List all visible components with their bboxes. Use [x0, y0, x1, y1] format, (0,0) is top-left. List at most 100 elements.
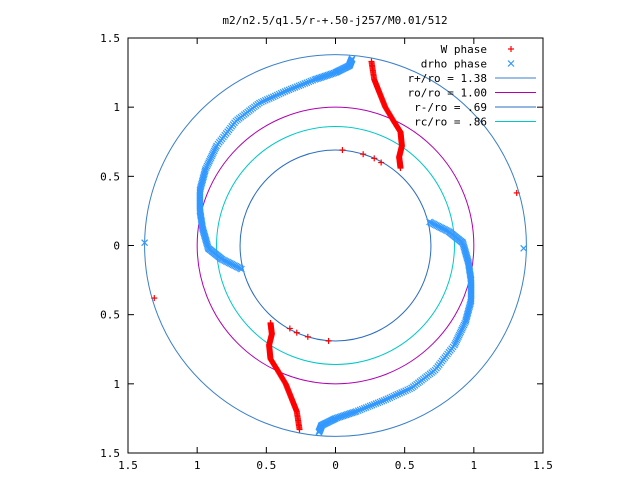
cross-b — [202, 165, 209, 173]
cross-b — [203, 239, 211, 247]
cross-b — [384, 395, 392, 403]
data-point — [388, 393, 396, 401]
data-point — [202, 165, 209, 173]
cross-b — [394, 390, 402, 398]
circle-series-3 — [196, 106, 475, 385]
data-point — [211, 145, 219, 153]
data-point — [339, 147, 346, 154]
data-point — [384, 395, 392, 403]
cross-b — [458, 324, 466, 332]
cross-b — [210, 147, 218, 155]
cross-b — [456, 329, 464, 337]
cross-b — [305, 78, 313, 86]
data-point — [382, 396, 390, 403]
data-point — [459, 323, 467, 331]
cross-b — [366, 402, 374, 410]
data-point — [267, 94, 275, 102]
cross-b — [204, 242, 211, 249]
cross-b — [460, 243, 468, 251]
data-point — [315, 428, 323, 436]
data-point — [402, 387, 410, 395]
dense-segment — [266, 319, 303, 433]
data-point — [202, 164, 210, 172]
cross-b — [454, 333, 462, 341]
cross-b — [404, 386, 412, 394]
cross-b — [141, 239, 149, 247]
cross-b — [392, 391, 400, 399]
data-point — [287, 85, 295, 93]
cross-b — [462, 318, 469, 326]
cross-b — [459, 239, 467, 247]
cross-b — [204, 160, 212, 168]
cross-b — [390, 392, 398, 400]
data-point — [291, 83, 299, 91]
data-point — [295, 82, 303, 90]
cross-b — [209, 149, 217, 157]
y-tick-label: 1.5 — [100, 32, 120, 45]
data-point — [404, 386, 412, 394]
cross-b — [461, 247, 469, 255]
data-point — [397, 165, 404, 172]
cross-b — [200, 229, 208, 237]
cross-b — [460, 242, 467, 249]
data-point — [366, 402, 374, 410]
cross-b — [408, 384, 416, 392]
cross-b — [406, 385, 414, 393]
data-point — [372, 400, 380, 408]
data-point — [460, 321, 468, 329]
cross-b — [378, 397, 386, 405]
cross-b — [360, 404, 368, 412]
data-point — [461, 319, 469, 327]
legend-marker — [507, 60, 515, 67]
data-point — [297, 81, 305, 89]
cross-b — [285, 86, 293, 94]
legend-label: r+/ro = 1.38 — [408, 72, 487, 85]
data-point — [303, 79, 311, 87]
point-series-0 — [151, 58, 520, 433]
cross-b — [208, 152, 216, 160]
cross-b — [269, 93, 277, 101]
data-point — [360, 151, 367, 158]
data-point — [408, 384, 416, 392]
circle-series-5 — [216, 126, 455, 365]
data-point — [285, 86, 293, 94]
cross-b — [263, 96, 271, 103]
data-point — [370, 400, 378, 408]
data-point — [358, 405, 366, 413]
cross-b — [203, 162, 211, 170]
cross-b — [212, 144, 220, 152]
y-tick-label: 1.5 — [100, 447, 120, 460]
cross-b — [277, 89, 285, 97]
data-point — [255, 99, 263, 107]
cross-b — [462, 248, 469, 256]
legend-marker — [508, 46, 514, 52]
data-point — [386, 394, 394, 402]
data-point — [205, 157, 213, 165]
legend-item: W phase — [441, 43, 514, 56]
legend-label: ro/ro = 1.00 — [408, 87, 487, 100]
data-point — [210, 147, 218, 155]
cross-b — [454, 334, 462, 342]
cross-b — [281, 88, 289, 95]
cross-b — [362, 404, 370, 411]
data-point — [458, 324, 466, 332]
dense-segment — [196, 55, 356, 273]
data-point — [513, 189, 520, 196]
data-point — [269, 93, 277, 101]
cross-b — [301, 80, 309, 87]
cross-b — [204, 243, 212, 251]
data-point — [356, 406, 364, 414]
cross-b — [452, 338, 460, 346]
cross-b — [396, 389, 404, 397]
cross-b — [267, 94, 275, 102]
cross-b — [293, 83, 301, 91]
data-point — [141, 239, 149, 247]
cross-b — [202, 235, 209, 243]
data-point — [273, 91, 281, 99]
cross-b — [380, 397, 388, 404]
cross-b — [402, 387, 410, 395]
cross-b — [388, 393, 396, 401]
cross-b — [315, 428, 323, 436]
data-point — [271, 92, 279, 100]
cross-b — [207, 154, 215, 162]
